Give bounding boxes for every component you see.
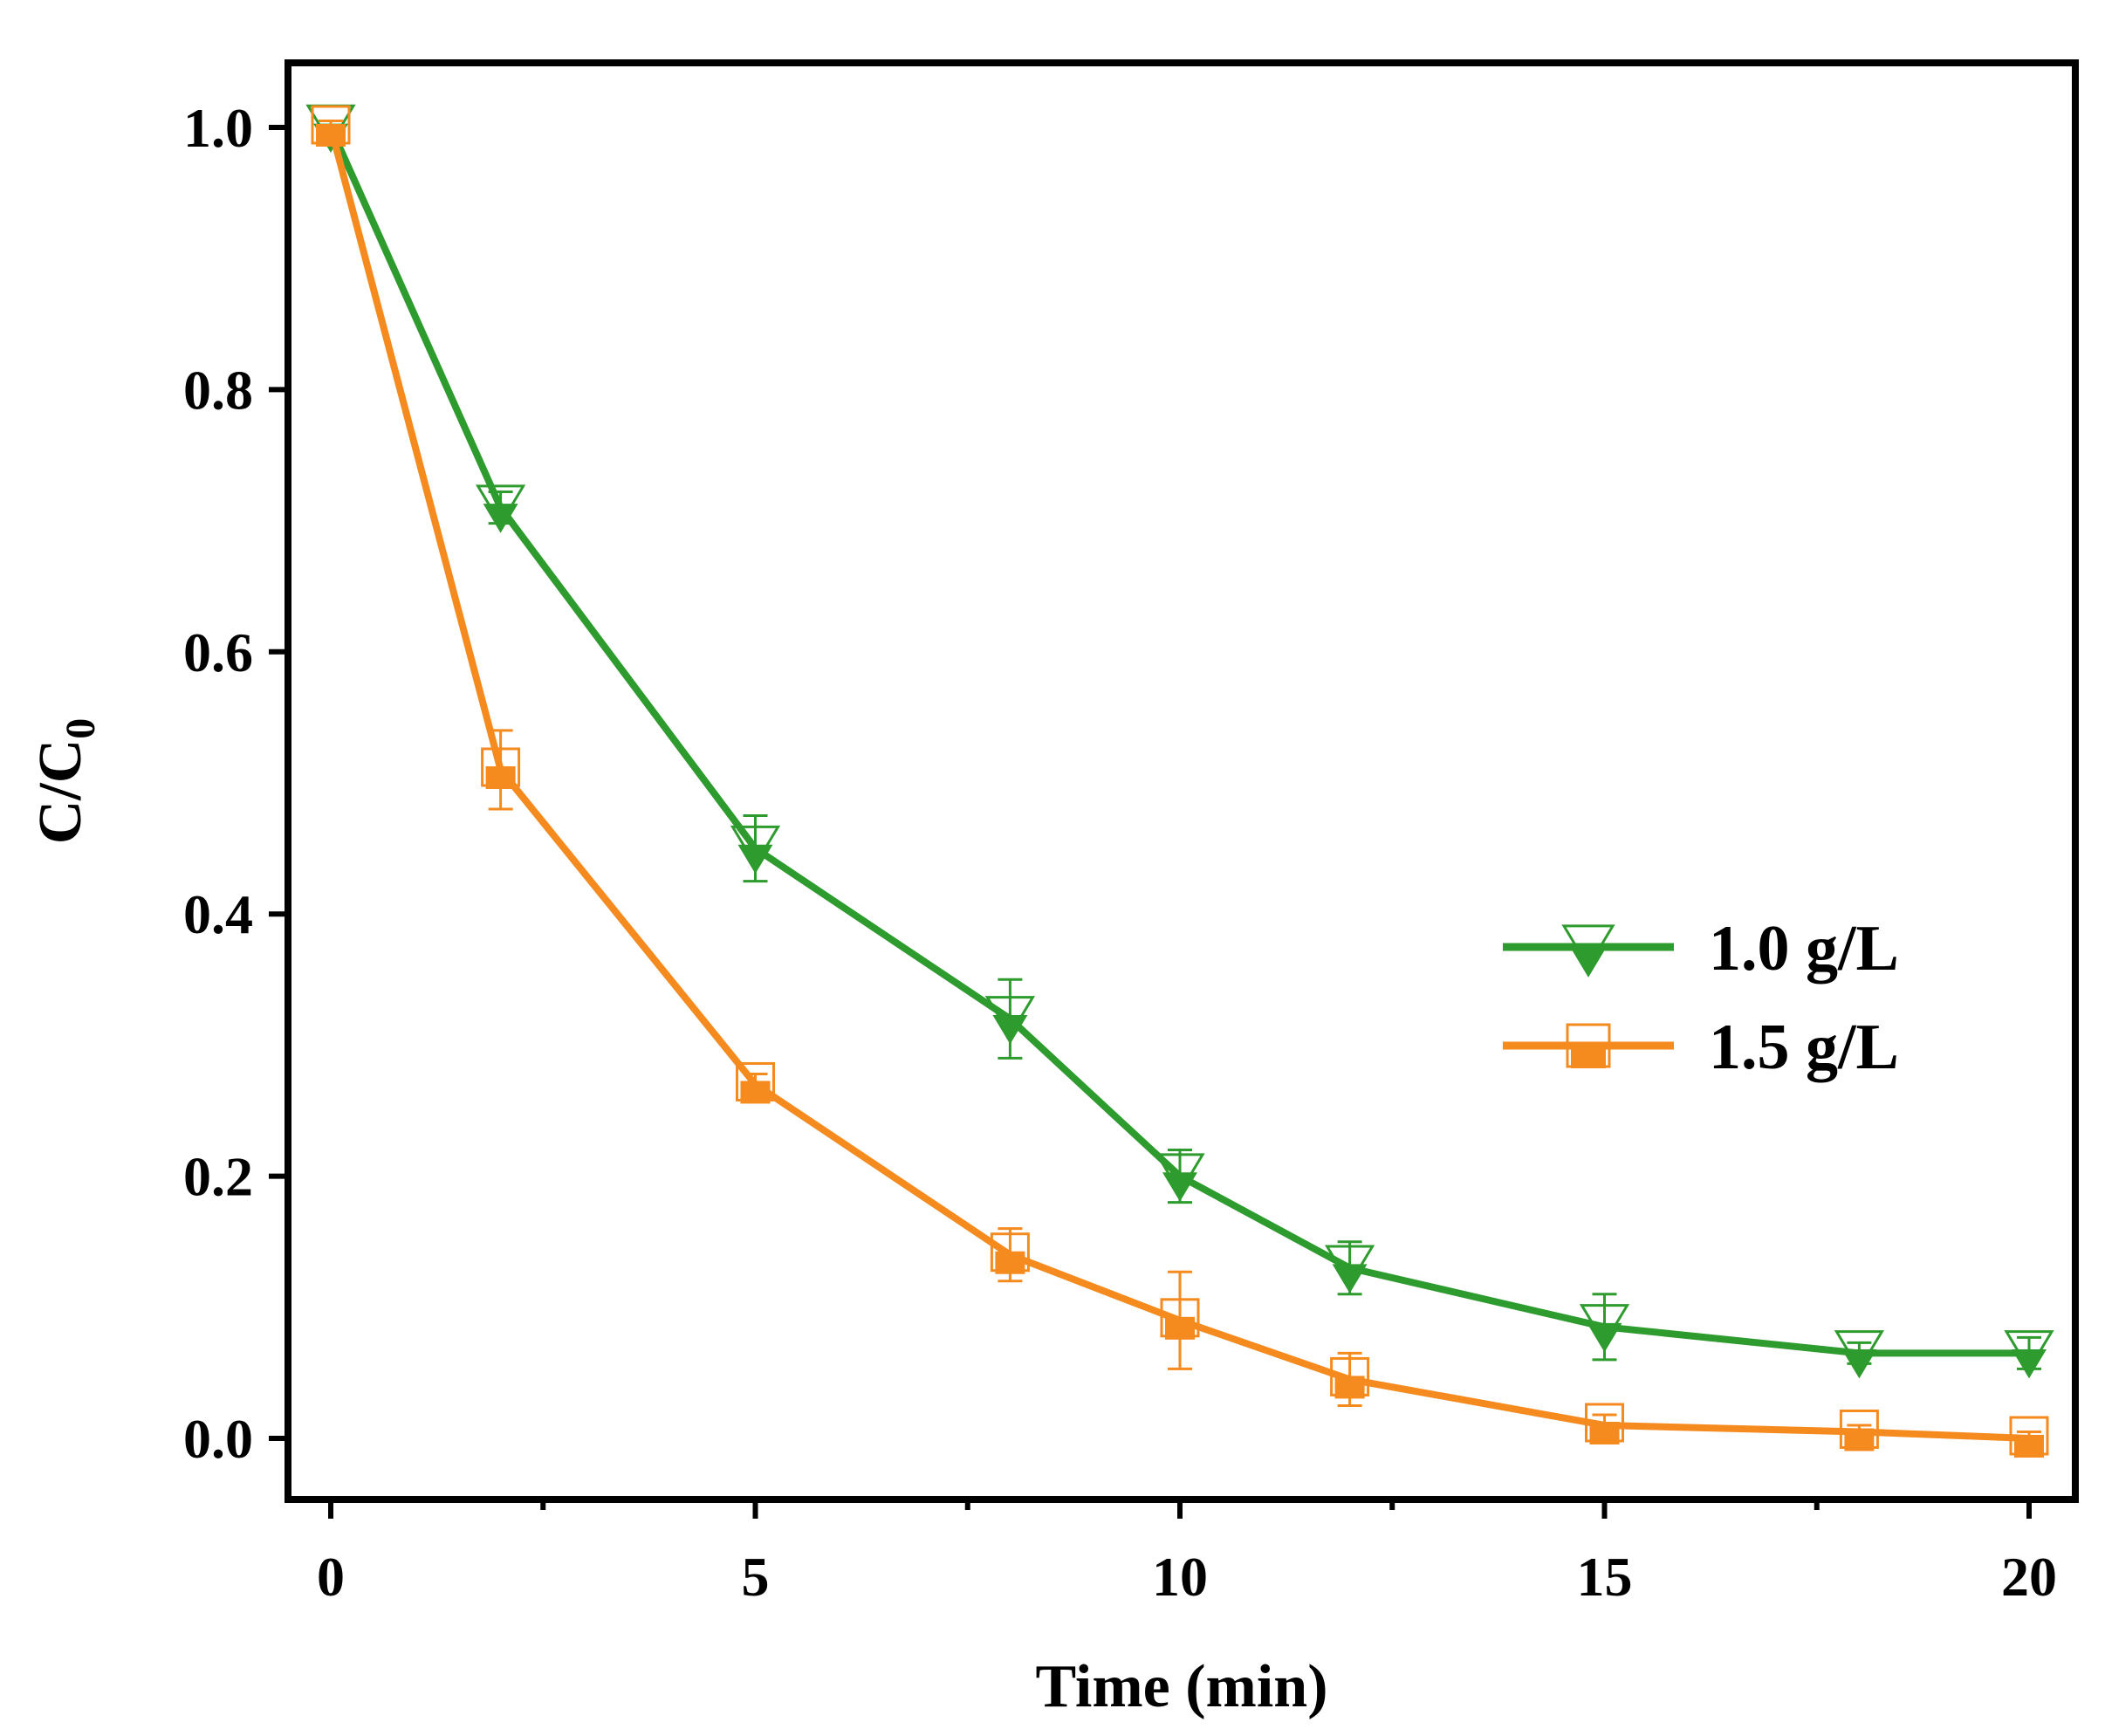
y-axis-title-main: C/C [27, 739, 94, 845]
data-point-outline [2004, 1330, 2054, 1372]
legend-label-1: 1.5 g/L [1709, 1012, 1899, 1083]
legend-marker-1 [1571, 1044, 1606, 1068]
plot-frame [285, 59, 2079, 1503]
data-point-outline [311, 105, 351, 145]
data-point [2012, 1348, 2047, 1379]
data-point-outline [1839, 1409, 1879, 1449]
legend-label-0: 1.0 g/L [1709, 913, 1899, 985]
data-point-outline [481, 747, 521, 787]
x-axis-title: Time (min) [1035, 1653, 1327, 1720]
x-axis: 0 5 10 15 20 [317, 1499, 2057, 1608]
series-line-1 [327, 126, 2030, 1442]
x-tick-label-20: 20 [2001, 1546, 2057, 1608]
data-point [1332, 1264, 1368, 1293]
x-tick-label-15: 15 [1577, 1546, 1633, 1608]
y-axis: 0.0 0.2 0.4 0.6 0.8 1.0 [183, 97, 288, 1470]
y-tick-label-0.0: 0.0 [183, 1408, 253, 1470]
y-axis-title-subscript: 0 [58, 718, 104, 739]
data-point-outline [475, 484, 526, 527]
series-0 [305, 104, 2054, 1379]
data-point [1587, 1322, 1622, 1353]
series-1 [311, 105, 2049, 1458]
legend-marker-0 [1569, 945, 1608, 978]
y-tick-label-1.0: 1.0 [183, 97, 253, 159]
data-point-outline [1330, 1356, 1370, 1396]
data-point-outline [1834, 1330, 1885, 1372]
data-point-outline [1585, 1403, 1624, 1443]
y-tick-label-0.2: 0.2 [183, 1146, 253, 1208]
data-point-outline [990, 1232, 1030, 1273]
data-point-outline [1155, 1153, 1205, 1196]
data-point-outline [1324, 1245, 1375, 1287]
data-point [1162, 1172, 1197, 1202]
data-point-outline [1579, 1304, 1630, 1346]
data-point-outline [736, 1061, 775, 1101]
plot-elements [305, 104, 2054, 1458]
x-tick-label-5: 5 [742, 1546, 770, 1608]
y-tick-label-0.6: 0.6 [183, 621, 253, 683]
data-point-outline [730, 825, 781, 868]
legend-marker-outline-0 [1561, 924, 1615, 970]
x-tick-label-0: 0 [317, 1546, 345, 1608]
x-tick-label-10: 10 [1152, 1546, 1208, 1608]
data-point-outline [1160, 1298, 1200, 1338]
y-tick-label-0.4: 0.4 [183, 883, 253, 945]
y-axis-title: C/C0 [27, 718, 104, 845]
legend: 1.0 g/L 1.5 g/L [1503, 913, 1899, 1083]
data-point-outline [2009, 1416, 2049, 1456]
data-point-outline [984, 996, 1036, 1038]
legend-marker-outline-1 [1566, 1023, 1611, 1068]
y-tick-label-0.8: 0.8 [183, 359, 253, 421]
